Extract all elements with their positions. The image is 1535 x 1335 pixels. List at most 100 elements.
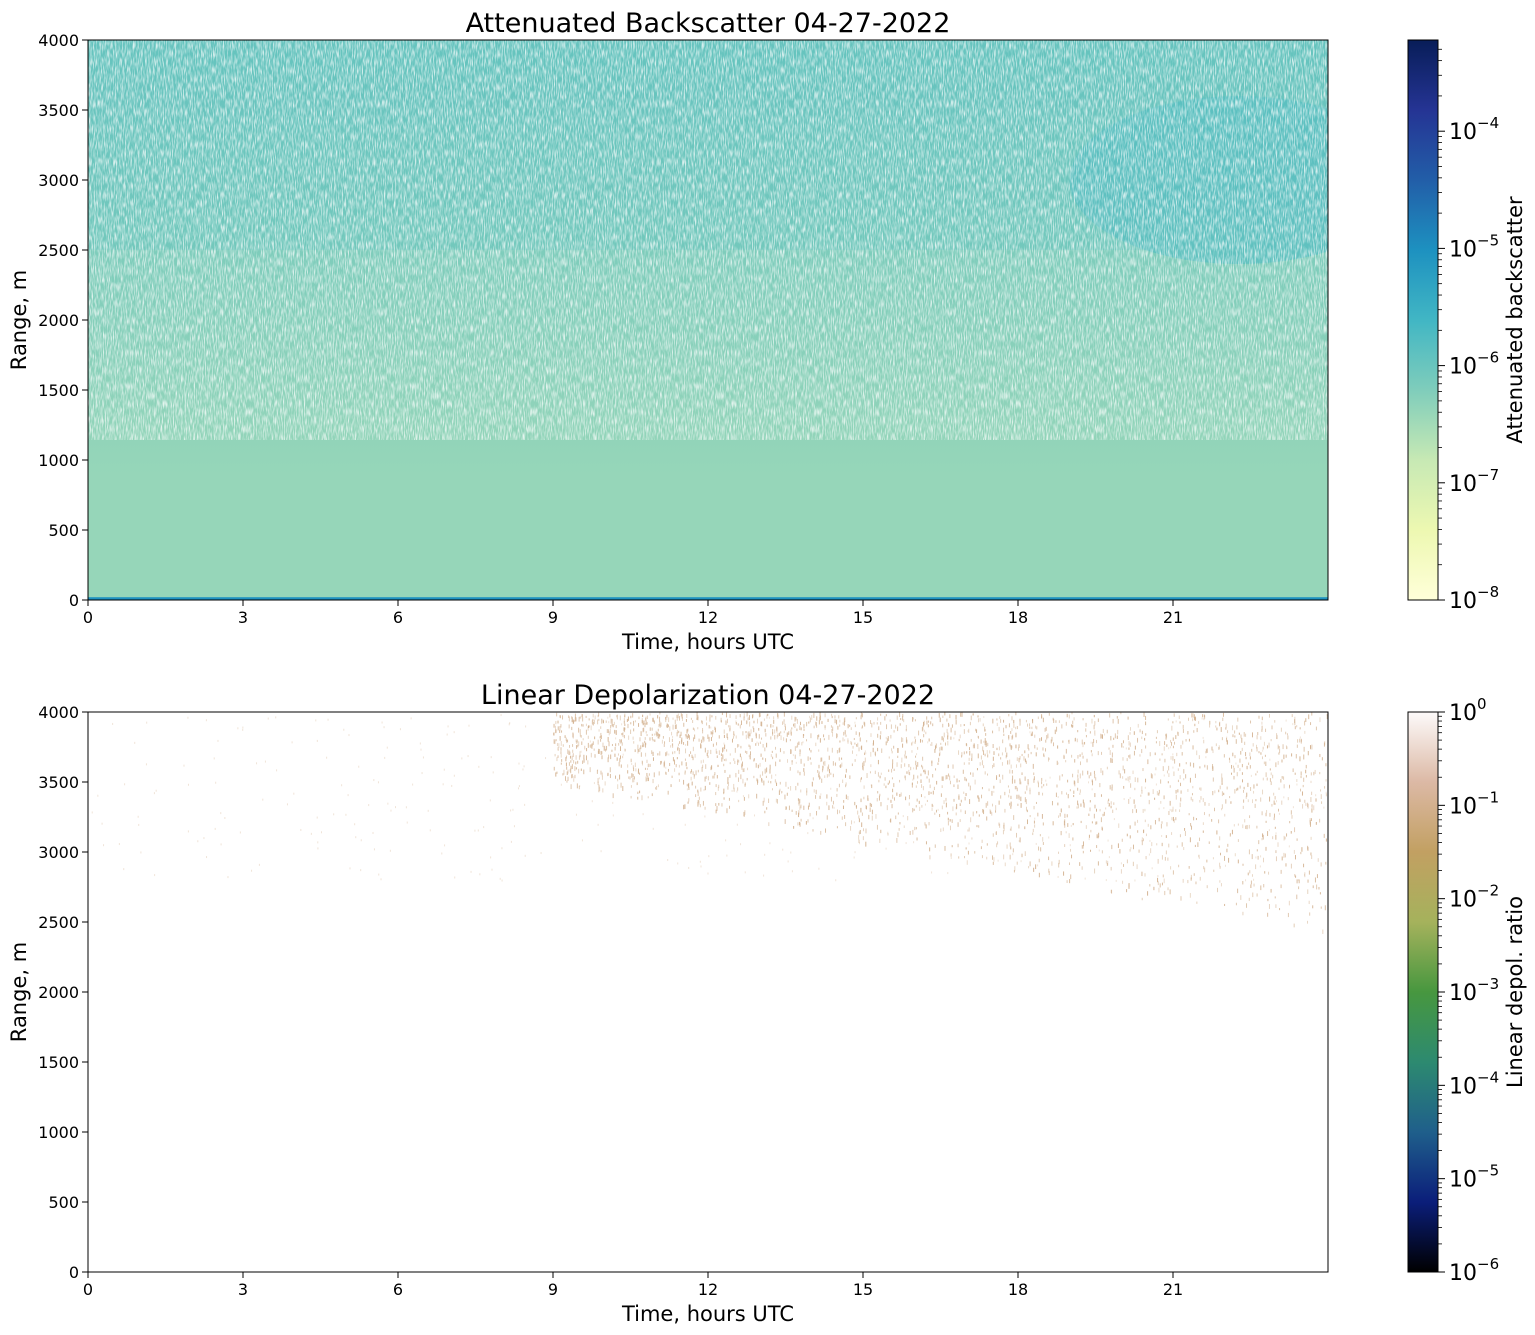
- depol-point: [926, 799, 928, 802]
- depol-point: [609, 713, 611, 718]
- depol-point: [1309, 912, 1311, 916]
- depol-point: [1158, 817, 1160, 822]
- depol-point: [968, 827, 970, 832]
- depol-point: [874, 770, 876, 775]
- depol-point: [812, 817, 814, 820]
- depol-point: [1083, 802, 1085, 808]
- depol-point: [622, 732, 624, 738]
- depol-point: [1097, 836, 1099, 839]
- depol-point: [1159, 883, 1161, 888]
- depol-point: [1248, 897, 1250, 902]
- depol-point: [1020, 763, 1022, 768]
- depol-point: [675, 724, 677, 729]
- depol-point: [1018, 795, 1020, 800]
- y-tick-label: 500: [48, 1193, 79, 1212]
- depol-point: [651, 727, 653, 731]
- depol-point: [591, 720, 593, 725]
- depol-point: [1319, 818, 1321, 823]
- depol-point: [948, 773, 950, 777]
- depol-point: [1094, 793, 1096, 798]
- depol-point: [776, 782, 778, 787]
- depol-point: [843, 721, 845, 726]
- depol-point: [1011, 778, 1013, 784]
- depol-point: [855, 717, 857, 720]
- depol-point: [946, 774, 948, 780]
- depol-point: [1300, 775, 1302, 779]
- depol-point: [1055, 720, 1057, 723]
- depol-point: [646, 721, 648, 725]
- depol-point: [500, 714, 502, 717]
- depol-point: [612, 814, 614, 817]
- x-tick-label: 18: [1008, 1280, 1028, 1299]
- depol-point: [936, 780, 938, 785]
- depolarization-field-base: [88, 712, 1328, 1272]
- depol-point: [580, 716, 582, 719]
- depol-point: [384, 756, 386, 759]
- depol-point: [852, 745, 854, 749]
- depol-point: [1246, 825, 1248, 830]
- depol-point: [983, 765, 985, 769]
- depol-point: [759, 762, 761, 767]
- depol-point: [1229, 759, 1231, 763]
- depol-point: [704, 747, 706, 753]
- depol-point: [769, 764, 771, 770]
- depol-point: [608, 754, 610, 759]
- depol-point: [1088, 813, 1090, 816]
- depol-point: [761, 737, 763, 740]
- depol-point: [995, 810, 997, 813]
- y-tick-label: 4000: [38, 31, 79, 50]
- depol-point: [1085, 722, 1087, 727]
- depol-point: [1141, 786, 1143, 791]
- depol-point: [1024, 750, 1026, 754]
- depol-point: [251, 869, 253, 872]
- depol-point: [1128, 798, 1130, 804]
- depol-point: [1126, 758, 1128, 762]
- depol-point: [680, 731, 682, 736]
- depol-point: [949, 825, 951, 831]
- depol-point: [588, 725, 590, 728]
- depol-point: [645, 776, 647, 782]
- depol-point: [1275, 834, 1277, 840]
- depol-point: [1218, 845, 1220, 848]
- depol-point: [1321, 757, 1323, 761]
- depol-point: [657, 731, 659, 737]
- depol-point: [1081, 752, 1083, 756]
- depol-point: [510, 840, 512, 843]
- depol-point: [741, 765, 743, 770]
- depol-point: [879, 793, 881, 797]
- depol-point: [545, 757, 547, 760]
- depol-point: [963, 762, 965, 765]
- depol-point: [1066, 880, 1068, 884]
- depol-point: [986, 816, 988, 821]
- depol-point: [892, 759, 894, 764]
- depol-point: [571, 774, 573, 778]
- depol-point: [839, 724, 841, 727]
- depol-point: [1072, 837, 1074, 841]
- depol-point: [603, 746, 605, 751]
- depol-point: [861, 725, 863, 728]
- depol-point: [598, 789, 600, 793]
- depol-point: [1304, 720, 1306, 726]
- depol-point: [522, 768, 524, 771]
- depol-point: [1191, 825, 1193, 830]
- depol-point: [798, 803, 800, 806]
- depol-point: [387, 802, 389, 805]
- depol-point: [1320, 789, 1322, 792]
- depol-point: [1161, 821, 1163, 824]
- depol-point: [600, 850, 602, 853]
- depol-point: [704, 785, 706, 791]
- depol-point: [1304, 872, 1306, 878]
- depol-point: [641, 795, 643, 801]
- depol-point: [1288, 845, 1290, 848]
- depol-point: [684, 823, 686, 826]
- depol-point: [1232, 734, 1234, 738]
- depol-point: [1314, 769, 1316, 774]
- depol-point: [775, 781, 777, 784]
- depol-point: [1018, 839, 1020, 842]
- depol-point: [1122, 740, 1124, 744]
- depol-point: [624, 713, 626, 717]
- depol-point: [798, 810, 800, 815]
- depol-point: [1223, 792, 1225, 796]
- depol-point: [851, 742, 853, 746]
- depol-point: [710, 726, 712, 729]
